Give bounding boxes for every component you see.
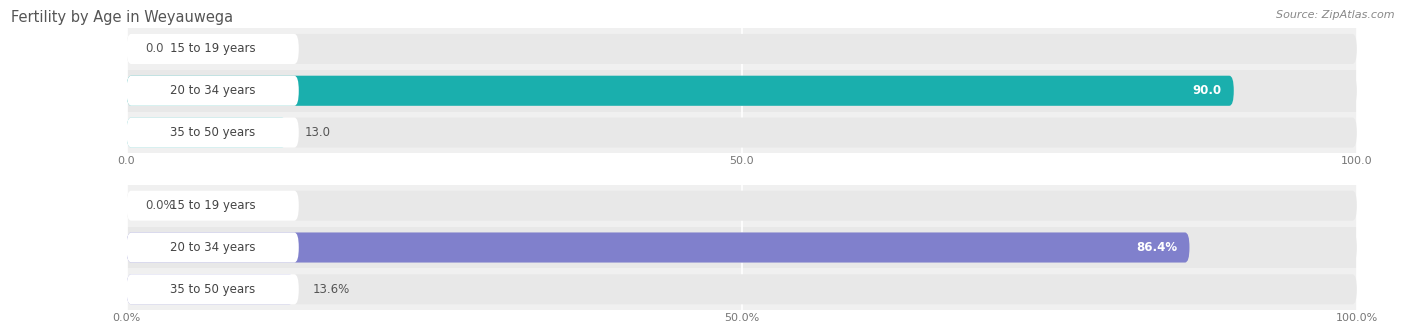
Text: 86.4%: 86.4% (1136, 241, 1177, 254)
FancyBboxPatch shape (127, 117, 298, 148)
FancyBboxPatch shape (127, 28, 1357, 70)
FancyBboxPatch shape (127, 274, 1357, 304)
FancyBboxPatch shape (127, 76, 1234, 106)
FancyBboxPatch shape (127, 34, 298, 64)
Text: 13.6%: 13.6% (312, 283, 350, 296)
FancyBboxPatch shape (127, 232, 1189, 263)
FancyBboxPatch shape (127, 274, 294, 304)
Text: 15 to 19 years: 15 to 19 years (170, 199, 256, 212)
FancyBboxPatch shape (127, 268, 1357, 310)
FancyBboxPatch shape (127, 191, 1357, 221)
FancyBboxPatch shape (127, 185, 1357, 227)
Text: 0.0%: 0.0% (145, 199, 174, 212)
FancyBboxPatch shape (127, 34, 1357, 64)
Text: 20 to 34 years: 20 to 34 years (170, 241, 256, 254)
FancyBboxPatch shape (127, 112, 1357, 153)
Text: 20 to 34 years: 20 to 34 years (170, 84, 256, 97)
FancyBboxPatch shape (127, 191, 298, 221)
Text: 90.0: 90.0 (1192, 84, 1222, 97)
FancyBboxPatch shape (127, 232, 1357, 263)
Text: 15 to 19 years: 15 to 19 years (170, 43, 256, 55)
Text: 35 to 50 years: 35 to 50 years (170, 283, 256, 296)
FancyBboxPatch shape (127, 76, 1357, 106)
FancyBboxPatch shape (127, 76, 298, 106)
FancyBboxPatch shape (127, 117, 287, 148)
FancyBboxPatch shape (127, 232, 298, 263)
FancyBboxPatch shape (127, 70, 1357, 112)
Text: Fertility by Age in Weyauwega: Fertility by Age in Weyauwega (11, 10, 233, 25)
Text: 0.0: 0.0 (145, 43, 163, 55)
Text: 35 to 50 years: 35 to 50 years (170, 126, 256, 139)
Text: Source: ZipAtlas.com: Source: ZipAtlas.com (1277, 10, 1395, 20)
FancyBboxPatch shape (127, 117, 1357, 148)
FancyBboxPatch shape (127, 227, 1357, 268)
FancyBboxPatch shape (127, 274, 298, 304)
Text: 13.0: 13.0 (305, 126, 330, 139)
